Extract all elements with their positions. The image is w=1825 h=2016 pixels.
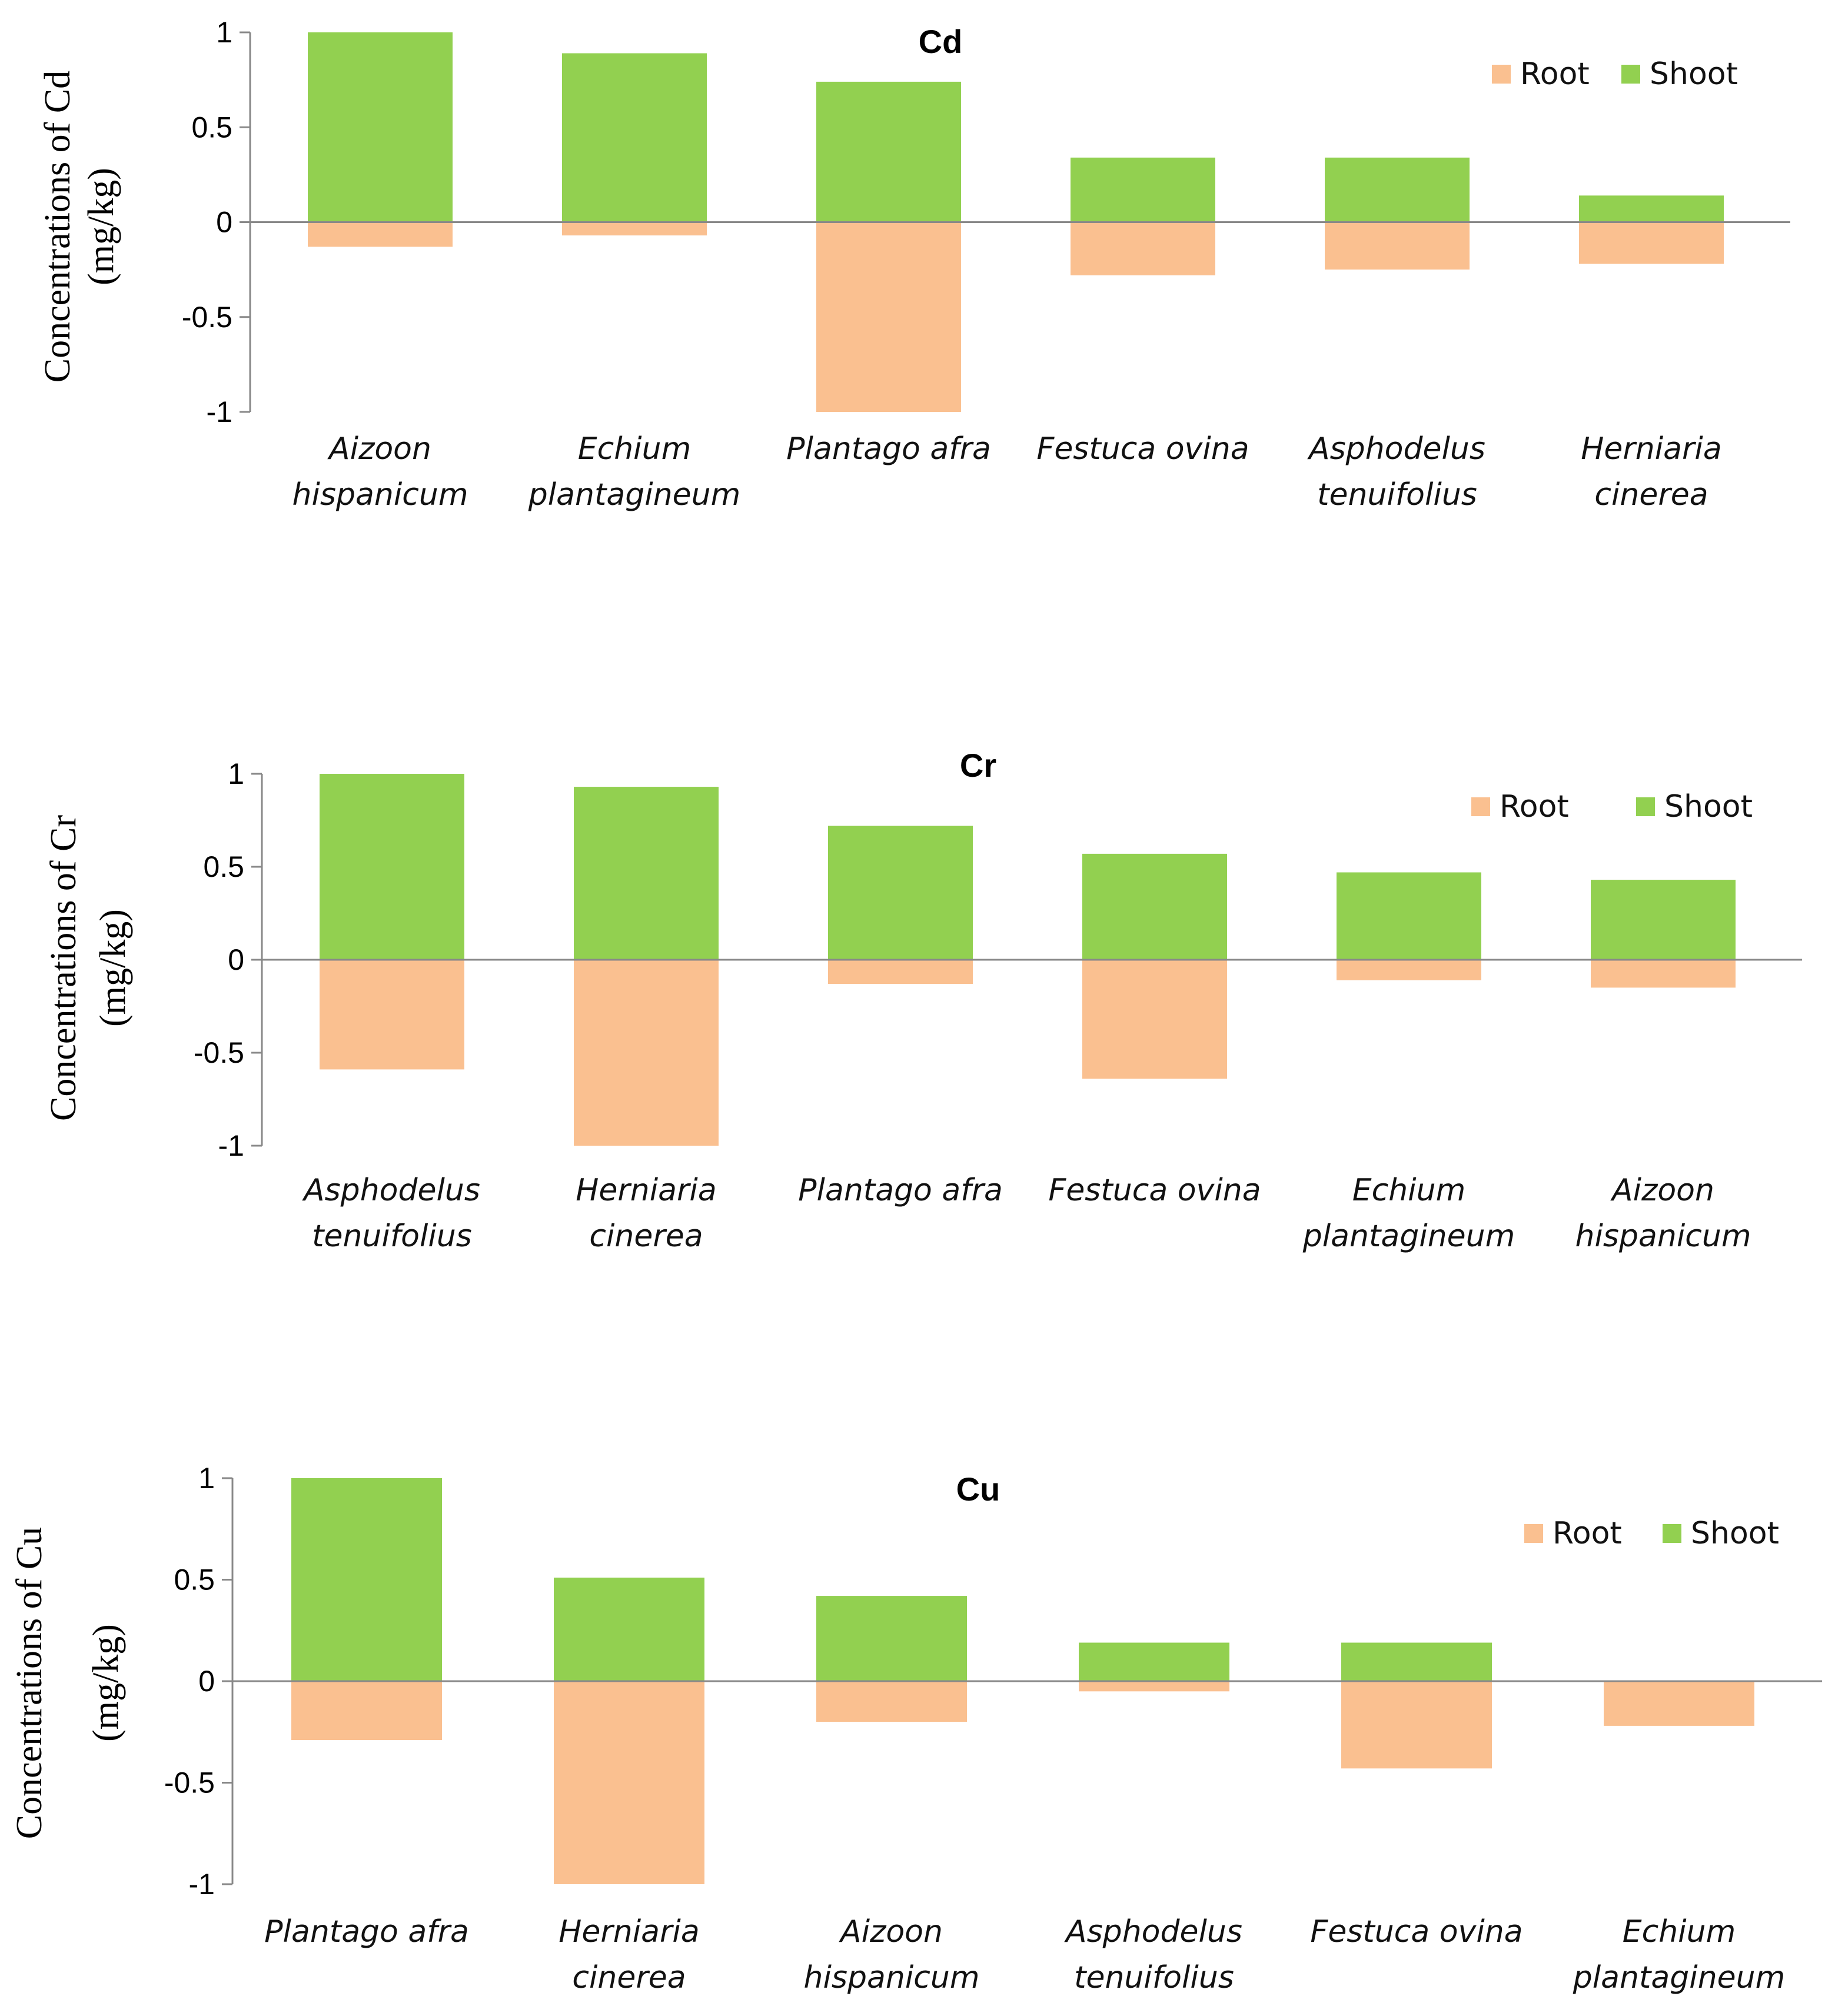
shoot-bar xyxy=(1579,195,1724,222)
root-bar xyxy=(308,222,453,247)
root-bar xyxy=(1604,1681,1754,1726)
y-axis-label: Concentrations of Cd xyxy=(38,71,78,382)
category-label: Echium plantagineum xyxy=(1573,1914,1786,1995)
category-label: Aizoon hispanicum xyxy=(1575,1173,1751,1254)
shoot-bar xyxy=(574,787,719,960)
root-bar xyxy=(1591,960,1736,988)
shoot-bar xyxy=(320,774,464,960)
category-label: Festuca ovina xyxy=(1048,1173,1261,1208)
shoot-bar xyxy=(308,32,453,222)
root-bar xyxy=(291,1681,442,1740)
root-bar xyxy=(1337,960,1481,980)
root-bar xyxy=(828,960,973,984)
root-bar xyxy=(816,1681,967,1722)
shoot-legend-label: Shoot xyxy=(1650,56,1738,92)
shoot-bar xyxy=(291,1478,442,1681)
chart-title: Cd xyxy=(919,23,963,60)
category-label: Asphodelus tenuifolius xyxy=(1064,1914,1242,1995)
cu-chart: -1 -0.5 0 0.5 1 Plantago afra Herniaria cinerea… xyxy=(9,1462,1822,1995)
category-label: Asphodelus tenuifolius xyxy=(302,1173,480,1254)
root-legend-swatch xyxy=(1492,65,1511,84)
category-label: Festuca ovina xyxy=(1036,431,1249,467)
category-label: Festuca ovina xyxy=(1310,1914,1523,1950)
legend: Root Shoot xyxy=(1471,789,1753,824)
category-label: Herniaria cinerea xyxy=(559,1914,699,1995)
shoot-bar xyxy=(1591,880,1736,960)
y-tick-label: -0.5 xyxy=(194,1036,244,1069)
shoot-legend-swatch xyxy=(1636,797,1655,816)
category-label: Herniaria cinerea xyxy=(1581,431,1721,513)
y-tick-label: 1 xyxy=(216,16,232,49)
y-tick-label: -1 xyxy=(207,395,232,428)
legend: Root Shoot xyxy=(1492,56,1738,92)
root-legend-label: Root xyxy=(1553,1516,1622,1551)
y-tick-label: 1 xyxy=(198,1462,215,1495)
shoot-bar xyxy=(1337,872,1481,960)
shoot-bar xyxy=(1071,157,1215,222)
root-bar xyxy=(1071,222,1215,275)
root-bar xyxy=(562,222,707,236)
y-axis-label: Concentrations of Cu xyxy=(9,1527,49,1839)
root-bar xyxy=(554,1681,704,1884)
category-label: Echium plantagineum xyxy=(1302,1173,1515,1254)
category-label: Plantago afra xyxy=(264,1914,469,1950)
y-tick-label: 0 xyxy=(228,943,244,976)
y-tick-label: -1 xyxy=(189,1868,215,1901)
root-bar xyxy=(1579,222,1724,264)
y-tick-label: 0.5 xyxy=(203,850,244,883)
y-axis-label: Concentrations of Cr xyxy=(44,815,84,1121)
shoot-bar xyxy=(828,826,973,960)
cr-chart: -1 -0.5 0 0.5 1 Asphodelus tenuifolius Herniari… xyxy=(44,747,1802,1254)
category-label: Aizoon hispanicum xyxy=(804,1914,980,1995)
y-tick-label: 1 xyxy=(228,757,244,790)
root-bar xyxy=(320,960,464,1070)
y-axis-label: (mg/kg) xyxy=(86,1624,126,1742)
y-axis-label: (mg/kg) xyxy=(81,168,121,285)
shoot-bar xyxy=(1079,1642,1229,1681)
category-label: Plantago afra xyxy=(786,431,991,467)
cd-chart: -1 -0.5 0 0.5 1 Aizoon hispanicum Echium plantag… xyxy=(38,16,1790,513)
legend: Root Shoot xyxy=(1524,1516,1779,1551)
y-tick-label: 0 xyxy=(198,1665,215,1698)
shoot-bar xyxy=(562,53,707,222)
root-legend-label: Root xyxy=(1500,789,1569,824)
root-bar xyxy=(1082,960,1227,1079)
shoot-legend-swatch xyxy=(1663,1524,1681,1543)
category-label: Asphodelus tenuifolius xyxy=(1307,431,1485,513)
shoot-legend-label: Shoot xyxy=(1691,1516,1779,1551)
y-tick-label: -0.5 xyxy=(182,301,232,334)
shoot-bar xyxy=(1341,1642,1492,1681)
category-label: Plantago afra xyxy=(798,1173,1003,1208)
chart-title: Cu xyxy=(956,1471,1000,1508)
shoot-bar xyxy=(554,1578,704,1681)
root-bar xyxy=(1325,222,1470,270)
root-legend-label: Root xyxy=(1520,56,1590,92)
shoot-legend-label: Shoot xyxy=(1664,789,1753,824)
shoot-bar xyxy=(816,1596,967,1681)
root-bar xyxy=(574,960,719,1146)
root-bar xyxy=(1341,1681,1492,1769)
shoot-bar xyxy=(816,81,961,222)
y-tick-label: 0.5 xyxy=(191,111,232,144)
chart-title: Cr xyxy=(960,747,996,784)
y-tick-label: 0.5 xyxy=(174,1563,215,1596)
root-bar xyxy=(816,222,961,412)
root-legend-swatch xyxy=(1524,1524,1543,1543)
category-label: Aizoon hispanicum xyxy=(292,431,468,513)
shoot-bar xyxy=(1325,157,1470,222)
y-axis-label: (mg/kg) xyxy=(93,909,133,1027)
y-tick-label: -0.5 xyxy=(164,1767,215,1799)
y-tick-label: 0 xyxy=(216,206,232,239)
root-legend-swatch xyxy=(1471,797,1490,816)
category-label: Echium plantagineum xyxy=(528,431,741,513)
shoot-legend-swatch xyxy=(1621,65,1640,84)
category-label: Herniaria cinerea xyxy=(576,1173,716,1254)
root-bar xyxy=(1079,1681,1229,1692)
y-tick-label: -1 xyxy=(218,1129,244,1162)
shoot-bar xyxy=(1082,853,1227,960)
